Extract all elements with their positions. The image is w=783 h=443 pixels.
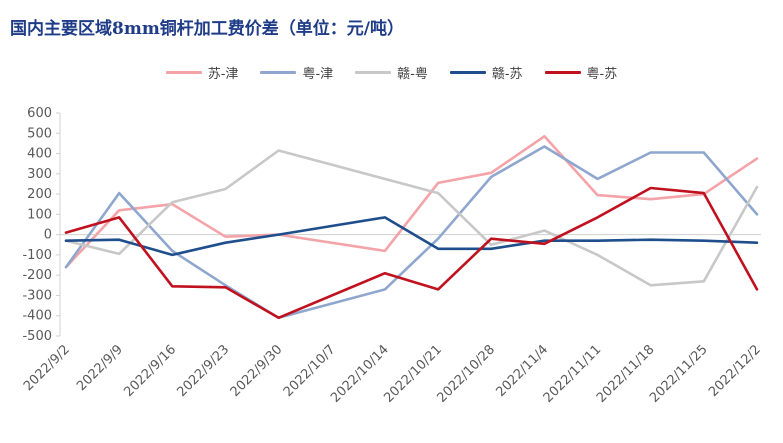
x-tick-label: 2022/9/16 — [121, 342, 179, 400]
series-line-1 — [64, 135, 759, 269]
legend-swatch — [165, 71, 202, 74]
y-tick-label: 400 — [27, 147, 52, 162]
x-tick-label: 2022/9/2 — [21, 342, 73, 394]
series-line-5 — [64, 186, 759, 320]
legend-item: 赣-苏 — [449, 63, 523, 82]
x-tick-label: 2022/11/25 — [647, 342, 711, 406]
legend-swatch — [544, 71, 581, 74]
y-tick-label: 0 — [44, 228, 52, 243]
legend-swatch — [355, 71, 392, 74]
y-tick-label: 300 — [27, 167, 52, 182]
legend-item: 苏-津 — [165, 63, 239, 82]
legend-label: 粤-津 — [302, 67, 334, 82]
series-line-2 — [64, 145, 759, 320]
x-tick-label: 2022/9/9 — [74, 342, 126, 394]
y-tick-label: -100 — [22, 248, 52, 263]
x-tick-label: 2022/12/2 — [706, 342, 764, 400]
legend-label: 赣-苏 — [491, 67, 523, 82]
legend-item: 赣-粤 — [355, 63, 428, 82]
x-tick-label: 2022/10/7 — [281, 342, 339, 400]
y-tick-label: 500 — [27, 126, 52, 141]
x-tick-label: 2022/9/30 — [228, 342, 286, 400]
y-tick-label: 600 — [27, 106, 52, 121]
legend-swatch — [449, 71, 486, 74]
y-tick-label: -200 — [22, 268, 52, 283]
legend-label: 粤-苏 — [586, 67, 618, 82]
legend-label: 苏-津 — [207, 67, 239, 82]
legend-item: 粤-苏 — [544, 63, 618, 82]
x-tick-label: 2022/9/23 — [175, 342, 233, 400]
legend-swatch — [260, 71, 297, 74]
y-tick-label: -500 — [22, 329, 52, 344]
legend-label: 赣-粤 — [397, 67, 428, 82]
y-tick-label: 200 — [27, 187, 52, 202]
legend: 苏-津 粤-津 赣-粤 赣-苏 粤-苏 — [0, 63, 783, 82]
y-tick-label: -300 — [22, 288, 52, 303]
chart-title: 国内主要区域8mm铜杆加工费价差（单位：元/吨） — [10, 19, 405, 39]
x-tick-label: 2022/11/4 — [493, 342, 551, 400]
series-line-3 — [64, 149, 759, 287]
y-tick-label: 100 — [27, 207, 52, 222]
y-tick-label: -400 — [22, 309, 52, 324]
legend-item: 粤-津 — [260, 63, 333, 82]
x-tick-label: 2022/10/28 — [434, 342, 498, 406]
